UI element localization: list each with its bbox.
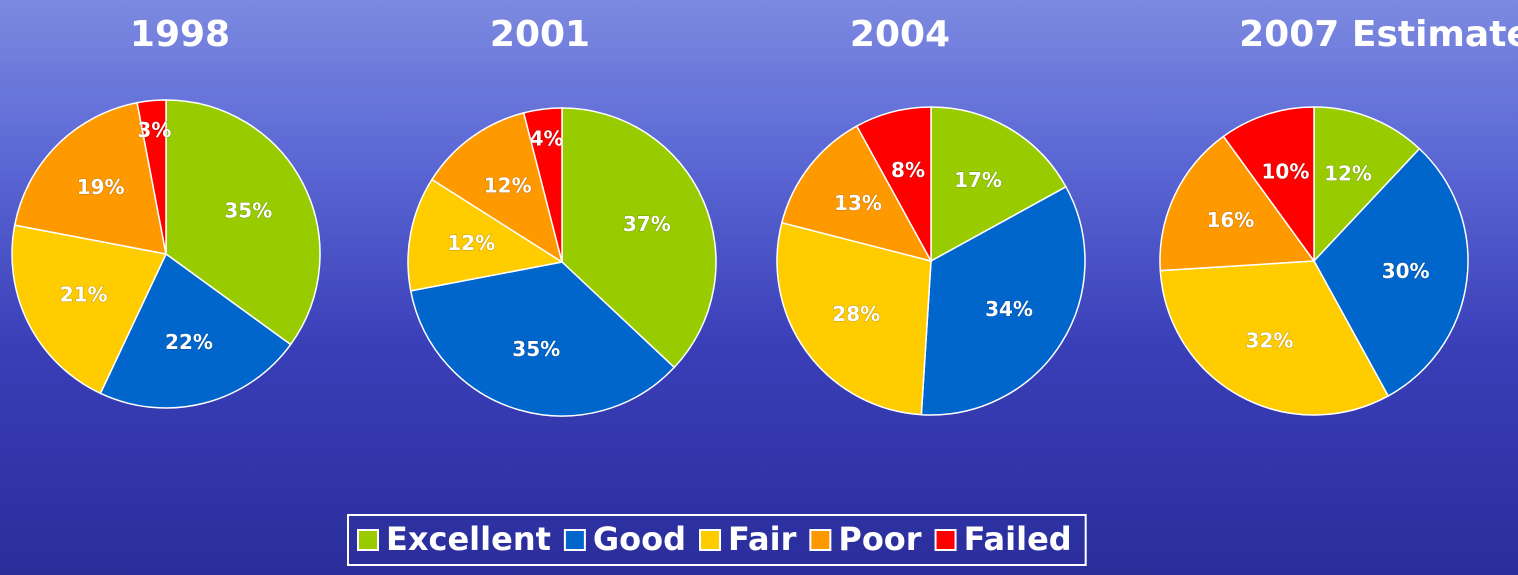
slice-label: 30% — [1382, 259, 1430, 283]
pie-title: 1998 — [130, 14, 230, 55]
slice-label: 10% — [1262, 160, 1310, 184]
pie-slice — [855, 106, 932, 262]
pie-title: 2001 — [490, 14, 590, 55]
slice-label: 19% — [77, 175, 125, 199]
pie-slice — [776, 221, 932, 416]
slice-label: 37% — [623, 212, 671, 236]
slice-label: 8% — [891, 158, 925, 182]
legend-label: Excellent — [386, 520, 551, 558]
pie-slice — [1222, 106, 1315, 264]
legend-swatch — [934, 529, 957, 551]
pie-slice — [780, 125, 933, 263]
pie-slice — [409, 261, 676, 417]
slice-label: 35% — [224, 199, 272, 223]
slice-label: 17% — [954, 168, 1002, 192]
legend-swatch — [699, 529, 722, 551]
pie-slice — [930, 106, 1067, 263]
legend-label: Poor — [838, 520, 921, 558]
slice-label: 4% — [530, 126, 564, 150]
pie-slice — [13, 101, 167, 255]
pie-slice — [920, 185, 1086, 416]
slice-label: 21% — [60, 282, 108, 306]
pie-slice — [407, 178, 565, 292]
slice-label: 32% — [1246, 328, 1294, 352]
slice-label: 13% — [834, 191, 882, 215]
slice-label: 12% — [484, 174, 532, 198]
pie-slice — [1159, 135, 1316, 272]
pie-slice — [561, 107, 717, 369]
slice-label: 35% — [512, 337, 560, 361]
pie-slice — [136, 99, 167, 255]
slice-label: 3% — [137, 118, 171, 142]
slice-label: 16% — [1206, 208, 1254, 232]
pie-slice — [11, 224, 168, 395]
pie-slice — [430, 111, 564, 264]
legend-box — [347, 514, 1087, 566]
legend-label: Good — [593, 520, 686, 558]
pie-slice — [165, 99, 321, 346]
slice-label: 34% — [985, 297, 1033, 321]
slice-label: 12% — [447, 231, 495, 255]
legend-swatch — [563, 529, 586, 551]
pie-slice — [522, 107, 563, 263]
pie-slice — [1159, 260, 1390, 416]
legend-swatch — [809, 529, 832, 551]
pie-title: 2007 Estimate — [1239, 14, 1518, 55]
slice-label: 22% — [165, 330, 213, 354]
pie-slice — [1313, 106, 1421, 263]
pie-title: 2004 — [850, 14, 950, 55]
legend-label: Fair — [728, 520, 797, 558]
slice-label: 12% — [1324, 162, 1372, 186]
pie-slice — [1313, 147, 1469, 397]
slice-label: 28% — [832, 302, 880, 326]
legend-label: Failed — [964, 520, 1072, 558]
legend-swatch — [357, 529, 379, 551]
